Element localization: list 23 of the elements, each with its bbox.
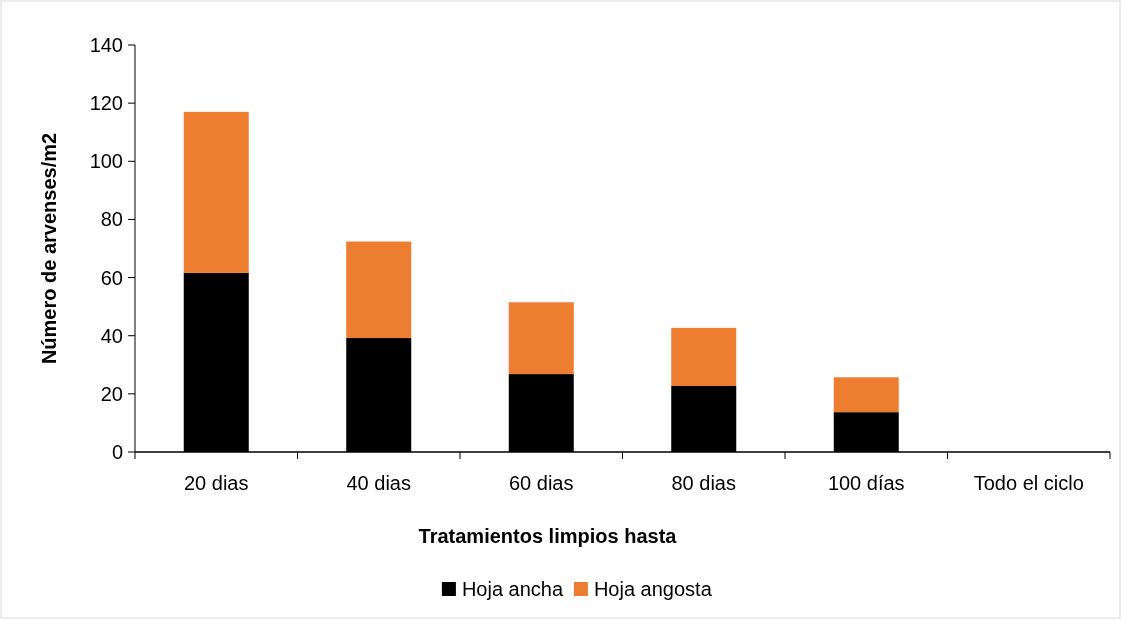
y-axis-title: Número de arvenses/m2 [38,132,60,365]
x-tick-label: 80 dias [671,472,736,494]
x-tick-label: 20 dias [184,472,249,494]
y-tick-label: 100 [89,150,123,173]
x-tick-label: 100 días [827,472,905,494]
y-tick-label: 20 [100,382,123,405]
bar [671,327,737,387]
y-tick-label: 120 [89,92,123,115]
x-tick-label: 40 dias [346,472,411,494]
legend-label: Hoja ancha [461,578,564,600]
legend-label: Hoja angosta [593,578,713,600]
y-tick-label: 140 [89,34,123,56]
bar [833,377,899,413]
y-tick-label: 40 [100,324,123,347]
y-tick-label: 0 [111,441,123,463]
bar [508,302,574,375]
y-tick-label: 80 [100,208,123,231]
bar [346,241,412,339]
x-tick-label: 60 dias [509,472,574,494]
bar [183,111,249,273]
x-tick-label: Todo el ciclo [973,472,1084,494]
y-tick-label: 60 [100,266,123,289]
x-axis-title: Tratamientos limpios hasta [418,525,678,547]
